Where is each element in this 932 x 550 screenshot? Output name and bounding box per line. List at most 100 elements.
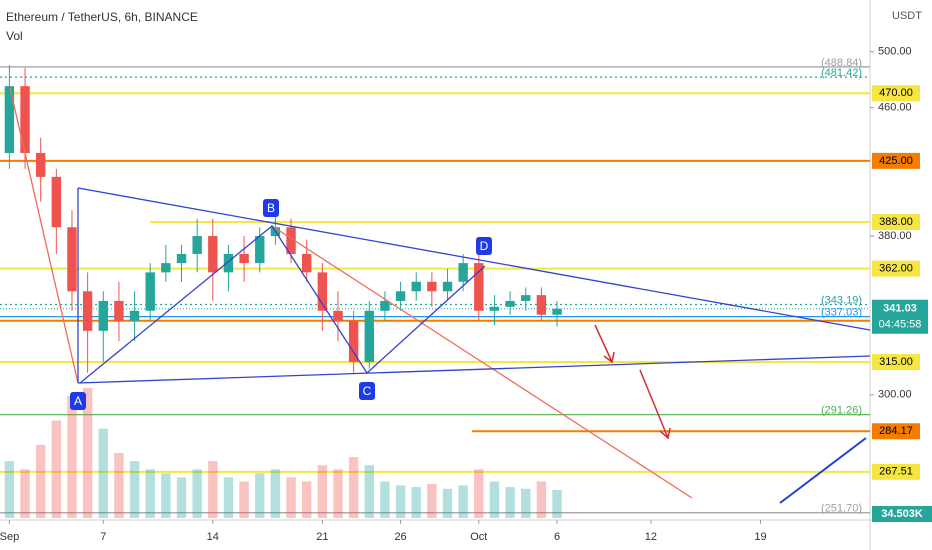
y-tick-label: 300.00 — [878, 389, 912, 401]
volume-last-label: 34.503K — [881, 508, 923, 520]
volume-bar — [239, 481, 249, 518]
volume-bar — [161, 473, 171, 518]
level-label-box — [872, 463, 920, 480]
candle-body — [255, 236, 265, 264]
volume-bar — [129, 461, 140, 518]
candle-body — [348, 320, 359, 363]
countdown: 04:45:58 — [879, 319, 922, 331]
candle-body — [458, 263, 468, 282]
volume-bar — [270, 469, 281, 518]
volume-bar — [552, 489, 562, 518]
level-label: 315.00 — [879, 356, 913, 368]
candle-body — [51, 176, 62, 228]
candle-body — [67, 227, 77, 292]
candle-body — [333, 310, 343, 321]
volume-bar — [176, 477, 187, 518]
label-box — [359, 382, 375, 400]
level-label: 362.00 — [879, 263, 913, 275]
level-label: 425.00 — [879, 155, 913, 167]
level-label-box — [872, 85, 920, 102]
y-tick-label: 500.00 — [878, 46, 912, 58]
arrow — [639, 369, 671, 440]
volume-label-box — [872, 506, 932, 522]
volume-label: Vol — [6, 29, 23, 43]
volume-bar — [114, 453, 124, 518]
volume-bar — [364, 465, 374, 518]
volume-bar — [536, 481, 547, 518]
candle-body — [208, 236, 218, 273]
candle-body — [82, 291, 93, 331]
level-label-box — [872, 354, 920, 371]
trend-line — [271, 225, 693, 499]
point-label: B — [267, 201, 275, 215]
level-label: 284.17 — [879, 425, 913, 437]
level-label: (481.42) — [821, 67, 862, 79]
volume-bar — [67, 396, 77, 518]
x-tick-label: 6 — [554, 531, 560, 543]
candle-body — [395, 291, 406, 301]
candle-body — [20, 86, 30, 154]
candle-body — [521, 295, 531, 301]
candle-body — [427, 281, 437, 292]
volume-bar — [98, 428, 108, 518]
volume-bar — [411, 487, 421, 518]
x-tick-label: 14 — [207, 531, 219, 543]
candle-body — [317, 272, 328, 311]
candle-body — [411, 281, 421, 292]
level-label: (488.84) — [821, 57, 862, 69]
candle-body — [176, 253, 187, 264]
x-tick-label: 12 — [645, 531, 657, 543]
volume-bar — [35, 444, 46, 518]
volume-bar — [348, 457, 359, 518]
volume-bar — [286, 477, 296, 518]
arrow — [594, 324, 615, 364]
level-label: 267.51 — [879, 466, 913, 478]
label-box — [476, 237, 492, 255]
candle-body — [474, 263, 484, 311]
candle-body — [223, 253, 234, 273]
label-box — [70, 392, 86, 410]
point-label: A — [74, 394, 82, 408]
last-price-box — [872, 299, 928, 334]
y-tick-label: 380.00 — [878, 230, 912, 242]
x-tick-label: 19 — [754, 531, 766, 543]
x-tick-label: Oct — [470, 531, 487, 543]
candle-body — [489, 306, 500, 311]
trend-line — [9, 87, 79, 384]
level-label: (343.19) — [821, 294, 862, 306]
level-label: 470.00 — [879, 87, 913, 99]
candle-body — [286, 227, 296, 254]
point-label: C — [363, 384, 372, 398]
level-label: (291.26) — [821, 405, 862, 417]
volume-bar — [301, 481, 312, 518]
candle-body — [192, 236, 202, 254]
level-label-box — [872, 214, 920, 231]
volume-bar — [489, 481, 500, 518]
levels — [0, 66, 870, 514]
abcd-pattern — [79, 225, 486, 384]
axis-unit: USDT — [892, 10, 922, 22]
candle-body — [35, 153, 46, 177]
x-tick-label: 7 — [100, 531, 106, 543]
point-label: D — [480, 239, 489, 253]
pattern-labels: A B C D — [70, 199, 492, 410]
last-price-label: 341.03 — [883, 303, 917, 315]
volume-bar — [82, 388, 93, 518]
candle-body — [442, 281, 453, 292]
volume-bar — [317, 465, 328, 518]
volume-bar — [521, 488, 531, 518]
x-tick-label: 26 — [394, 531, 406, 543]
candle-body — [364, 310, 374, 363]
volume-bar — [333, 469, 343, 518]
volume-bar — [51, 420, 62, 518]
candle-body — [161, 263, 171, 273]
level-label-box — [872, 152, 920, 169]
volume-bar — [192, 469, 202, 518]
x-tick-label: 21 — [316, 531, 328, 543]
candle-body — [380, 300, 390, 311]
volume-bar — [505, 487, 515, 518]
chart-title: Ethereum / TetherUS, 6h, BINANCE — [6, 10, 198, 24]
volume-bar — [20, 469, 30, 518]
level-label-box — [872, 423, 920, 440]
volume-bar — [208, 461, 218, 518]
